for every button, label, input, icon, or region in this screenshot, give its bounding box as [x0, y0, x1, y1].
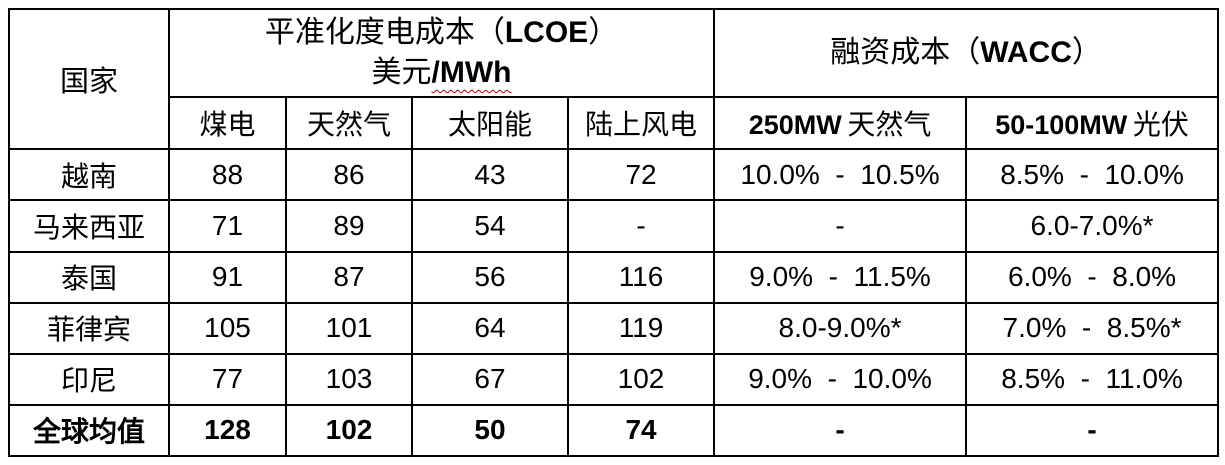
coal-cell: 88: [168, 148, 287, 202]
gas-cell: 102: [285, 403, 413, 458]
lcoe-group-header: 平准化度电成本（LCOE） 美元/MWh: [167, 7, 716, 99]
wacc-pv-cell: 7.0% - 8.5%*: [965, 301, 1220, 355]
col-header-coal: 煤电: [168, 96, 287, 151]
coal-cell: 105: [168, 301, 287, 355]
gas-cell: 101: [285, 301, 413, 355]
gas-cell: 103: [285, 352, 413, 406]
wacc-pv-cell: 8.5% - 10.0%: [965, 148, 1220, 202]
wacc-gas-cell: 9.0% - 10.0%: [713, 352, 968, 406]
table-row-philippines: 菲律宾 105 101 64 119 8.0-9.0%* 7.0% - 8.5%…: [8, 301, 1220, 355]
table-row-vietnam: 越南 88 86 43 72 10.0% - 10.5% 8.5% - 10.0…: [8, 148, 1220, 202]
lcoe-wacc-table: 国家 平准化度电成本（LCOE） 美元/MWh 融资成本（WACC） 煤电 天然…: [8, 7, 1220, 458]
country-cell: 越南: [8, 148, 170, 202]
col-header-onshore-wind: 陆上风电: [566, 96, 716, 151]
wacc-gas-cell: 10.0% - 10.5%: [713, 148, 968, 202]
wind-cell: 102: [566, 352, 716, 406]
col-header-solar: 太阳能: [411, 96, 569, 151]
wacc-pv-cell: 6.0-7.0%*: [965, 199, 1220, 253]
coal-cell: 91: [168, 250, 287, 304]
wacc-pv-cell: 8.5% - 11.0%: [965, 352, 1220, 406]
lcoe-unit-en-spellcheck: /MWh: [431, 56, 512, 90]
lcoe-title-en: LCOE: [504, 16, 589, 50]
col-header-gas: 天然气: [285, 96, 413, 151]
table-row-global-average: 全球均值 128 102 50 74 - -: [8, 403, 1220, 458]
wind-cell: -: [566, 199, 716, 253]
country-cell: 印尼: [8, 352, 170, 406]
coal-cell: 71: [168, 199, 287, 253]
coal-cell: 77: [168, 352, 287, 406]
wacc-group-header: 融资成本（WACC）: [713, 7, 1220, 99]
wacc-gas-zh: 天然气: [847, 110, 932, 142]
wacc-pv-capacity: 50-100MW: [995, 110, 1128, 141]
solar-cell: 56: [411, 250, 569, 304]
gas-cell: 89: [285, 199, 413, 253]
col-header-wacc-gas: 250MW 天然气: [713, 96, 968, 151]
sub-header-row: 煤电 天然气 太阳能 陆上风电 250MW 天然气 50-100MW 光伏: [9, 96, 1220, 151]
corner-header-country: 国家: [8, 7, 170, 151]
solar-cell: 50: [411, 403, 569, 458]
group-header-row: 国家 平准化度电成本（LCOE） 美元/MWh 融资成本（WACC）: [8, 7, 1220, 151]
wacc-title-zh: 融资成本（: [830, 36, 981, 70]
lcoe-unit-zh: 美元: [371, 56, 432, 90]
wacc-pv-zh: 光伏: [1132, 110, 1189, 142]
solar-cell: 67: [411, 352, 569, 406]
gas-cell: 87: [285, 250, 413, 304]
country-cell: 全球均值: [8, 403, 170, 458]
solar-cell: 54: [411, 199, 569, 253]
wind-cell: 116: [566, 250, 716, 304]
wacc-gas-cell: 8.0-9.0%*: [713, 301, 968, 355]
wind-cell: 74: [566, 403, 716, 458]
gas-cell: 86: [285, 148, 413, 202]
country-cell: 马来西亚: [8, 199, 170, 253]
wind-cell: 119: [566, 301, 716, 355]
lcoe-title-close: ）: [588, 16, 619, 50]
coal-cell: 128: [168, 403, 287, 458]
lcoe-header-line1: 平准化度电成本（LCOE）: [171, 13, 712, 53]
lcoe-title-zh: 平准化度电成本（: [264, 16, 505, 50]
wacc-pv-cell: -: [965, 403, 1220, 458]
wacc-gas-cell: -: [713, 199, 968, 253]
wacc-pv-cell: 6.0% - 8.0%: [965, 250, 1220, 304]
col-header-wacc-pv: 50-100MW 光伏: [965, 96, 1220, 151]
wacc-gas-cell: 9.0% - 11.5%: [713, 250, 968, 304]
wacc-title-close: ）: [1071, 36, 1102, 70]
solar-cell: 64: [411, 301, 569, 355]
wacc-gas-cell: -: [713, 403, 968, 458]
table-row-thailand: 泰国 91 87 56 116 9.0% - 11.5% 6.0% - 8.0%: [8, 250, 1220, 304]
solar-cell: 43: [411, 148, 569, 202]
lcoe-header-line2: 美元/MWh: [171, 53, 712, 93]
country-cell: 泰国: [8, 250, 170, 304]
country-cell: 菲律宾: [8, 301, 170, 355]
wacc-title-en: WACC: [980, 36, 1072, 70]
table-row-indonesia: 印尼 77 103 67 102 9.0% - 10.0% 8.5% - 11.…: [8, 352, 1220, 406]
table-row-malaysia: 马来西亚 71 89 54 - - 6.0-7.0%*: [8, 199, 1220, 253]
corner-header-label: 国家: [59, 66, 118, 99]
wind-cell: 72: [566, 148, 716, 202]
wacc-gas-capacity: 250MW: [748, 110, 842, 141]
